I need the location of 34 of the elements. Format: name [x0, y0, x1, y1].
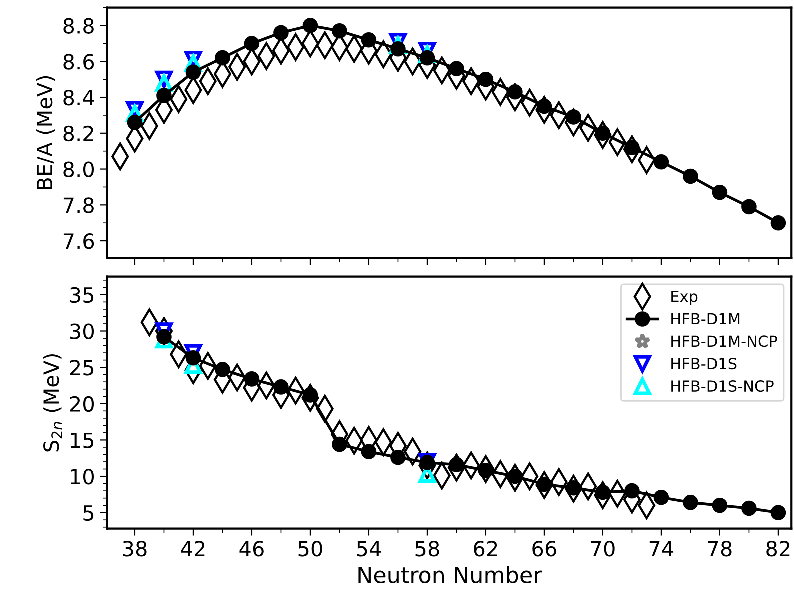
legend-label: Exp — [672, 290, 698, 306]
y-tick-label: 20 — [70, 396, 94, 412]
x-tick-label: 58 — [416, 541, 440, 557]
y-tick-label: 7.6 — [64, 233, 94, 250]
x-tick-label: 54 — [357, 541, 382, 557]
x-tick-label: 62 — [474, 541, 498, 557]
y-tick-label: 8.8 — [64, 18, 94, 34]
y-axis-title: BE/A (MeV) — [36, 76, 56, 190]
x-tick-label: 78 — [708, 541, 732, 557]
legend-label: HFB-D1S — [672, 358, 737, 370]
x-tick-label: 46 — [240, 541, 264, 557]
legend-label: HFB-D1M — [672, 313, 740, 325]
y-tick-label: 10 — [71, 468, 94, 485]
x-tick-label: 82 — [766, 541, 790, 557]
x-tick-label: 38 — [123, 541, 147, 557]
y-tick-label: 8.6 — [64, 54, 94, 70]
y-tick-label: 8.4 — [64, 90, 94, 106]
x-tick-label: 74 — [650, 541, 674, 556]
y-tick-label: 8.0 — [64, 162, 94, 178]
x-tick-label: 42 — [181, 541, 205, 556]
y-tick-label: 7.8 — [64, 198, 94, 214]
x-tick-label: 70 — [591, 541, 615, 557]
x-axis-title: Neutron Number — [358, 566, 542, 584]
y-tick-label: 25 — [70, 360, 94, 376]
y-tick-label: 5 — [84, 506, 94, 522]
legend-label: HFB-D1M-NCP — [672, 336, 778, 348]
y-tick-label: 8.2 — [64, 126, 94, 142]
legend-label: HFB-D1S-NCP — [672, 380, 774, 392]
y-tick-label: 15 — [71, 432, 94, 448]
y-tick-label: 30 — [70, 324, 94, 340]
y-tick-label: 35 — [70, 287, 94, 304]
y-axis-title: S$_{2n}$ (MeV) — [43, 354, 62, 452]
x-tick-label: 50 — [298, 541, 322, 557]
x-tick-label: 66 — [532, 541, 556, 557]
